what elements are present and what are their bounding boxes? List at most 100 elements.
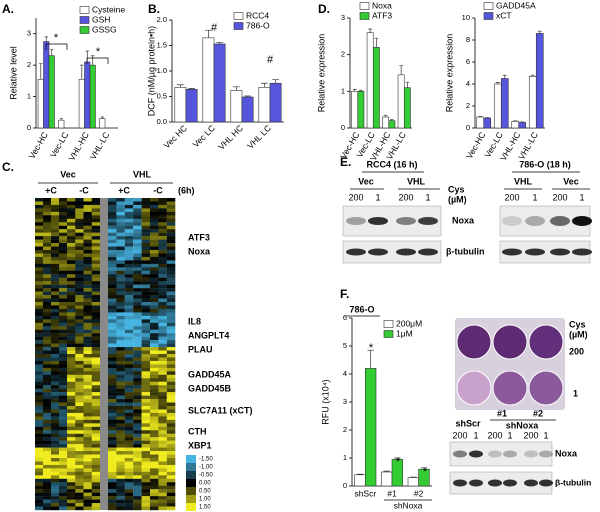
y-axis-label: Relative expression — [316, 34, 326, 113]
heatmap-cell — [67, 198, 76, 202]
heatmap-cell — [124, 236, 134, 240]
heatmap-cell — [124, 277, 134, 282]
heatmap-cell — [43, 218, 52, 223]
heatmap-cell — [150, 277, 159, 282]
heatmap-cell — [133, 426, 142, 431]
heatmap-cell — [43, 250, 52, 254]
heatmap-cell — [67, 340, 76, 344]
scale-swatch — [186, 455, 196, 463]
heatmap-cell — [141, 201, 151, 206]
heatmap-cell — [124, 246, 134, 251]
heatmap-cell — [124, 350, 134, 355]
heatmap-cell — [108, 326, 117, 330]
heatmap-cell — [166, 263, 176, 268]
heatmap-cell — [166, 243, 176, 247]
legend-swatch — [383, 330, 394, 338]
heatmap-cell — [150, 399, 159, 403]
heatmap-cell — [141, 388, 151, 393]
heatmap-cell — [83, 385, 92, 389]
heatmap-cell — [75, 392, 84, 396]
heatmap-cell — [116, 281, 125, 285]
scale-swatch — [186, 495, 196, 503]
bar — [241, 96, 254, 123]
heatmap-cell — [158, 360, 167, 365]
heatmap-cell — [75, 437, 84, 441]
heatmap-cell — [67, 416, 76, 421]
heatmap-cell — [166, 305, 176, 310]
heatmap-cell — [108, 426, 117, 431]
heatmap-cell — [59, 357, 68, 362]
heatmap-cell — [35, 333, 44, 337]
heatmap-cell — [91, 440, 101, 445]
heatmap-cell — [141, 367, 151, 372]
heatmap-cell — [59, 447, 68, 452]
heatmap-cell — [35, 198, 44, 202]
heatmap-cell — [158, 478, 167, 483]
heatmap-cell — [43, 225, 52, 230]
heatmap-cell — [43, 374, 52, 379]
heatmap-cell — [67, 402, 76, 407]
heatmap-cell — [59, 260, 68, 265]
scale-swatch — [186, 479, 196, 487]
heatmap-cell — [67, 395, 76, 400]
heatmap-cell — [43, 406, 52, 410]
heatmap-cell — [75, 402, 84, 407]
heatmap-cell — [67, 471, 76, 476]
heatmap-cell — [150, 433, 159, 438]
heatmap-cell — [51, 454, 60, 459]
heatmap-cell — [75, 239, 84, 244]
heatmap-cell — [51, 499, 60, 504]
heatmap-cell — [67, 360, 76, 365]
heatmap-cell — [83, 461, 92, 466]
heatmap-cell — [59, 482, 68, 486]
heatmap-cell — [116, 322, 125, 327]
heatmap-cell — [158, 399, 167, 403]
heatmap-cell — [83, 412, 92, 417]
heatmap-cell — [116, 201, 125, 206]
heatmap-cell — [75, 406, 84, 410]
heatmap-cell — [91, 430, 101, 434]
heatmap-cell — [108, 371, 117, 375]
heatmap-cell — [158, 222, 167, 226]
heatmap-cell — [166, 503, 176, 507]
heatmap-cell — [83, 236, 92, 240]
heatmap-cell — [43, 499, 52, 504]
heatmap-cell — [51, 281, 60, 285]
heatmap-cell — [108, 340, 117, 344]
heatmap-cell — [59, 392, 68, 396]
error-bar — [244, 95, 251, 98]
bar — [37, 78, 44, 129]
heatmap-cell — [43, 409, 52, 414]
heatmap-cell — [116, 426, 125, 431]
heatmap-cell — [166, 201, 176, 206]
heatmap-cell — [158, 347, 167, 351]
heatmap-cell — [133, 298, 142, 303]
heatmap-cell — [116, 464, 125, 469]
heatmap-cell — [133, 347, 142, 351]
heatmap-cell — [158, 444, 167, 448]
heatmap-cell — [133, 395, 142, 400]
heatmap-cell — [43, 385, 52, 389]
heatmap-cell — [150, 354, 159, 358]
heatmap-cell — [133, 440, 142, 445]
heatmap-cell — [67, 454, 76, 459]
bar — [372, 47, 380, 129]
heatmap-cell — [133, 492, 142, 497]
heatmap-cell — [166, 291, 176, 296]
heatmap-cell — [158, 291, 167, 296]
heatmap-cell — [67, 298, 76, 303]
heatmap-cell — [150, 402, 159, 407]
heatmap-cell — [43, 360, 52, 365]
heatmap-cell — [124, 243, 134, 247]
heatmap-cell — [116, 229, 125, 233]
heatmap-cell — [75, 347, 84, 351]
heatmap-cell — [51, 385, 60, 389]
heatmap-cell — [83, 298, 92, 303]
heatmap-cell — [124, 260, 134, 265]
heatmap-cell — [51, 503, 60, 507]
bar — [213, 43, 226, 123]
heatmap-cell — [43, 433, 52, 438]
heatmap-cell — [91, 406, 101, 410]
heatmap-cell — [166, 426, 176, 431]
heatmap-cell — [166, 485, 176, 490]
